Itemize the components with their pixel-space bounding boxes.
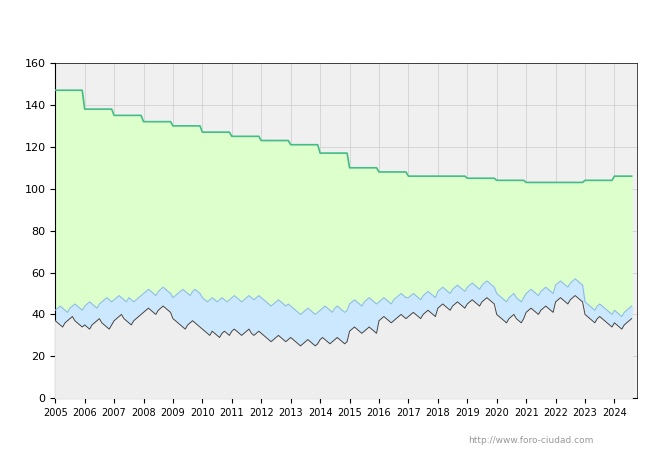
Text: Lomoviejo - Evolucion de la poblacion en edad de Trabajar Agosto de 2024: Lomoviejo - Evolucion de la poblacion en… <box>51 21 599 36</box>
Text: http://www.foro-ciudad.com: http://www.foro-ciudad.com <box>468 436 593 445</box>
